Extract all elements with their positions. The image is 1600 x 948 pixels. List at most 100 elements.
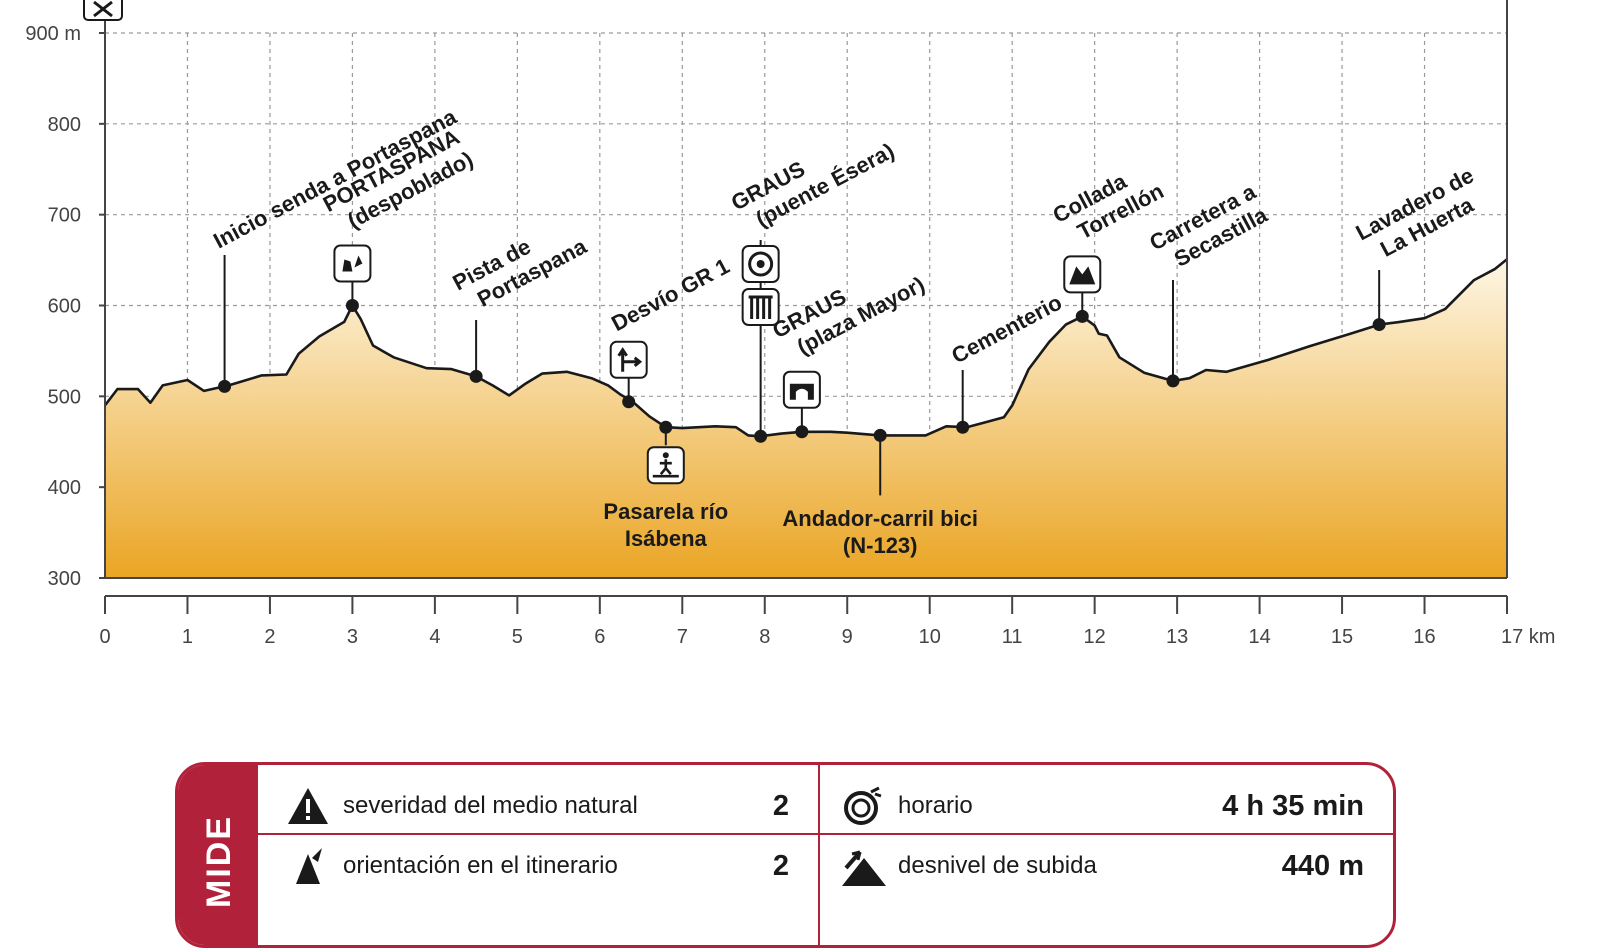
junction-arrows <box>617 347 643 372</box>
waypoint-label: GRAUS(plaza Mayor) <box>768 249 928 367</box>
waypoint-dot <box>1372 318 1386 332</box>
x-tick-label: 11 <box>1002 626 1023 648</box>
below-label-line: Andador-carril bici <box>782 506 978 531</box>
below-label-line: (N-123) <box>843 533 918 558</box>
waypoint: Desvío GR 1 <box>607 253 733 409</box>
map-marker-icon <box>83 0 123 21</box>
x-tick-label: 10 <box>919 626 941 648</box>
x-tick-label: 4 <box>429 626 440 648</box>
target-dot <box>756 260 765 268</box>
walker-body <box>652 459 679 478</box>
x-tick-label: 1 <box>182 626 193 648</box>
junction-icon <box>609 340 648 379</box>
elevation-profile-page: 300 400 500 600 700 800 900 m 0 1 2 3 4 5 6 7 8 9 10 11 12 1… <box>25 0 1555 948</box>
waypoint-label: Lavadero deLa Huerta <box>1352 163 1490 269</box>
ruins-shape <box>342 255 363 272</box>
x-tick-label: 8 <box>759 626 770 648</box>
x-tick-label: 7 <box>677 626 688 648</box>
icon-frame <box>782 370 821 409</box>
waypoint-dot <box>345 299 359 312</box>
below-label-line: Isábena <box>625 526 708 551</box>
y-tick-label: 500 <box>48 386 81 408</box>
ascent-icon <box>828 844 898 888</box>
below-waypoint: Andador-carril bici(N-123) <box>782 428 978 558</box>
waypoint-dot <box>795 425 809 439</box>
x-tick-label: 12 <box>1084 626 1106 648</box>
y-tick-label: 600 <box>48 296 81 318</box>
waypoint: GRAUS(plaza Mayor) <box>768 249 929 439</box>
timer-icon <box>828 784 898 828</box>
waypoint-dot <box>469 369 483 383</box>
waypoint: Pista dePortaspana <box>449 210 592 383</box>
waypoint-label-line: Desvío GR 1 <box>607 253 733 336</box>
mountain-icon <box>1063 255 1102 294</box>
x-tick-label: 16 <box>1413 626 1435 648</box>
waypoint-label: Desvío GR 1 <box>607 253 733 336</box>
x-tick-label: 0 <box>99 626 110 648</box>
profile-fill <box>105 259 1507 578</box>
x-tick-label: 2 <box>264 626 275 648</box>
orientation-value: 2 <box>772 849 789 882</box>
ascent-label: desnivel de subida <box>898 852 1097 879</box>
waypoint-dot <box>218 379 232 393</box>
x-tick-label: 9 <box>842 626 853 648</box>
waypoint-dot <box>873 428 887 442</box>
y-tick-label: 800 <box>48 114 81 136</box>
mide-info-panel: MIDE severidad del medio natural 2 horar… <box>175 762 1396 948</box>
waypoint-label: Carretera aSecastilla <box>1145 178 1272 278</box>
waypoint-label: GRAUS(puente Ésera) <box>727 115 898 238</box>
orientation-label: orientación en el itinerario <box>343 852 618 879</box>
severity-row: severidad del medio natural 2 <box>273 777 813 835</box>
pillars <box>748 295 773 319</box>
y-tick-label: 700 <box>48 205 81 227</box>
y-tick-label: 300 <box>48 568 81 590</box>
below-label-line: Pasarela río <box>603 499 728 524</box>
y-tick-label: 900 m <box>25 23 81 45</box>
time-label: horario <box>898 792 973 819</box>
x-tick-label: 6 <box>594 626 605 648</box>
x-tick-label: 13 <box>1166 626 1188 648</box>
x-tick-label: 5 <box>512 626 523 648</box>
panel-row-divider <box>258 833 1393 835</box>
waypoint-dot <box>956 420 970 434</box>
waypoint-dot <box>622 395 636 409</box>
mide-side-label: MIDE <box>200 815 238 908</box>
orientation-row: orientación en el itinerario 2 <box>273 837 813 895</box>
waypoint: Carretera aSecastilla <box>1145 178 1272 388</box>
plaza-icon <box>782 370 821 409</box>
footbridge-icon <box>646 446 685 485</box>
compass-icon <box>273 844 343 888</box>
waypoint-label: Pista dePortaspana <box>449 210 592 318</box>
icon-frame <box>609 340 648 379</box>
panel-divider <box>818 765 820 945</box>
waypoint-dot <box>1166 374 1180 388</box>
y-tick-label: 400 <box>48 477 81 499</box>
time-row: horario 4 h 35 min <box>828 777 1388 835</box>
target-icon <box>741 245 780 283</box>
ascent-row: desnivel de subida 440 m <box>828 837 1388 895</box>
ruins-icon <box>333 244 372 283</box>
x-tick-label: 17 km <box>1501 626 1555 648</box>
icon-frame <box>333 244 372 283</box>
mide-side-bar: MIDE <box>178 765 258 945</box>
x-tick-label: 14 <box>1248 626 1270 648</box>
severity-value: 2 <box>772 789 789 822</box>
x-tick-label: 15 <box>1331 626 1353 648</box>
walker-head <box>662 452 669 459</box>
time-value: 4 h 35 min <box>1222 789 1364 822</box>
mountain-shape <box>1069 266 1096 285</box>
target-ring <box>748 251 774 277</box>
waypoint-dot <box>659 420 673 434</box>
waypoint-dot <box>1075 309 1089 323</box>
x-tick-label: 3 <box>347 626 358 648</box>
arcade-shape <box>789 383 814 400</box>
waypoint-dot <box>754 429 768 443</box>
severity-label: severidad del medio natural <box>343 792 638 819</box>
ascent-value: 440 m <box>1281 849 1364 882</box>
marker-cross <box>93 0 113 18</box>
bridge-pillars-icon <box>741 288 780 326</box>
warning-icon <box>273 786 343 826</box>
